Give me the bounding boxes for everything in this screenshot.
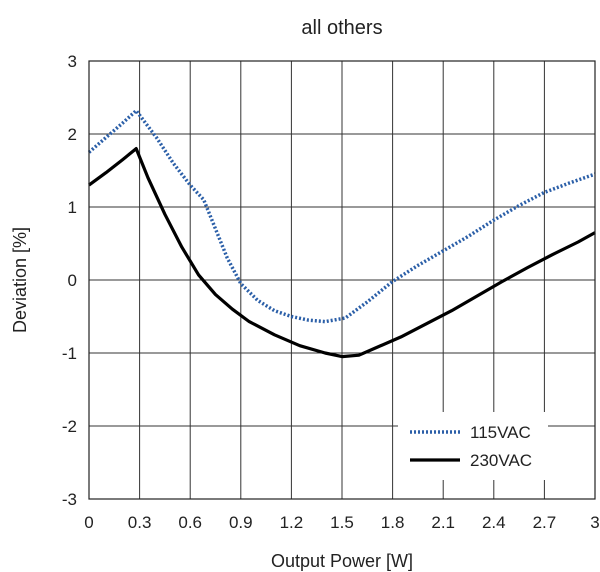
y-tick-label: -1	[62, 344, 77, 363]
legend-label: 230VAC	[470, 451, 532, 470]
x-tick-label: 2.7	[533, 513, 557, 532]
y-tick-label: 1	[68, 198, 77, 217]
plot-frame	[88, 60, 596, 500]
x-tick-label: 0.6	[178, 513, 202, 532]
x-tick-label: 0.3	[128, 513, 152, 532]
x-tick-label: 1.5	[330, 513, 354, 532]
y-axis-label: Deviation [%]	[10, 227, 30, 333]
x-tick-label: 0	[84, 513, 93, 532]
x-tick-label: 1.8	[381, 513, 405, 532]
series-lines	[87, 108, 596, 359]
x-tick-label: 1.2	[280, 513, 304, 532]
x-tick-label: 3	[590, 513, 599, 532]
legend: 115VAC 230VAC	[398, 412, 548, 480]
chart-title: all others	[301, 17, 382, 39]
series-line-115vac	[87, 108, 596, 324]
y-tick-label: -2	[62, 417, 77, 436]
tick-labels: 0 0.3 0.6 0.9 1.2 1.5 1.8 2.1 2.4 2.7 3 3 2 1 0 -1 -2 -3	[62, 52, 600, 532]
series-line-230vac	[88, 147, 596, 359]
y-tick-label: 3	[68, 52, 77, 71]
x-tick-label: 2.1	[431, 513, 455, 532]
x-tick-label: 0.9	[229, 513, 253, 532]
legend-label: 115VAC	[470, 423, 531, 442]
x-tick-label: 2.4	[482, 513, 506, 532]
x-axis-label: Output Power [W]	[271, 551, 413, 571]
y-tick-label: 0	[68, 271, 77, 290]
y-tick-label: 2	[68, 125, 77, 144]
y-tick-label: -3	[62, 490, 77, 509]
legend-background	[398, 412, 548, 480]
